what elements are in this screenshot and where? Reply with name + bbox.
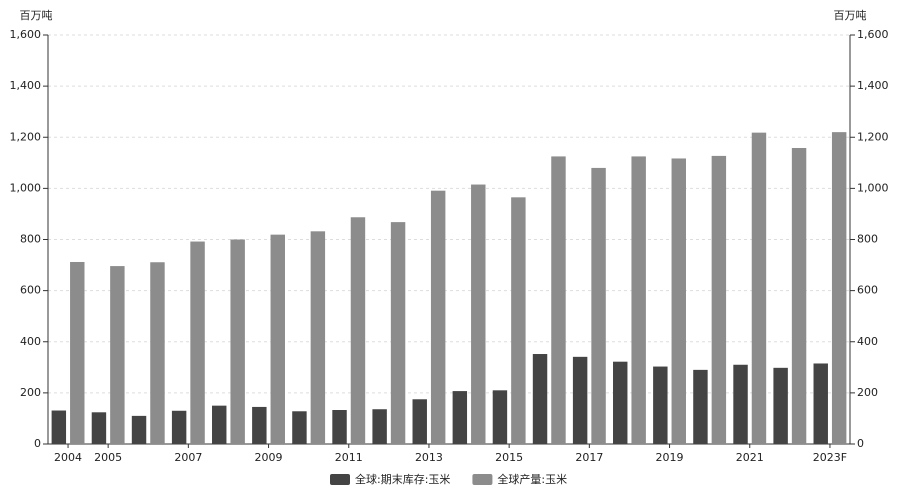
bar	[511, 197, 526, 444]
bar	[171, 410, 187, 444]
bar	[70, 261, 85, 444]
bar	[671, 158, 686, 445]
legend-label: 全球产量:玉米	[497, 472, 567, 486]
y-axis-label: 百万吨	[20, 9, 53, 22]
x-tick-label: 2015	[495, 451, 523, 464]
y-tick-label: 1,200	[10, 130, 42, 143]
bar	[412, 399, 427, 444]
bar	[91, 412, 107, 444]
bar	[813, 363, 828, 444]
bar	[791, 147, 807, 444]
bar	[471, 184, 486, 444]
y-tick-label: 1,600	[10, 28, 42, 41]
x-tick-label: 2021	[736, 451, 764, 464]
legend-swatch	[472, 474, 493, 485]
y2-tick-label: 0	[857, 437, 864, 450]
bar	[310, 231, 326, 444]
y2-tick-label: 200	[857, 386, 878, 399]
bar	[572, 356, 588, 444]
x-tick-label: 2007	[174, 451, 202, 464]
x-tick-label: 2009	[255, 451, 283, 464]
bar	[693, 369, 708, 444]
bar	[613, 361, 628, 444]
y-tick-label: 1,400	[10, 79, 42, 92]
bar	[230, 239, 245, 444]
y-tick-label: 0	[34, 437, 41, 450]
y-tick-label: 200	[20, 386, 41, 399]
bar	[190, 241, 205, 444]
x-tick-label: 2004	[54, 451, 82, 464]
bar	[150, 262, 165, 444]
bar	[110, 266, 125, 444]
bar	[430, 190, 446, 444]
x-tick-label: 2005	[94, 451, 122, 464]
y-tick-label: 800	[20, 233, 41, 246]
y2-tick-label: 1,400	[857, 79, 889, 92]
x-tick-label: 2023F	[813, 451, 847, 464]
bar	[631, 156, 646, 444]
legend-label: 全球:期末库存:玉米	[355, 472, 450, 486]
bar	[270, 234, 285, 444]
bar	[350, 217, 366, 444]
bar	[591, 167, 606, 445]
bar	[51, 410, 67, 444]
bar	[751, 132, 767, 444]
y2-tick-label: 600	[857, 284, 878, 297]
bar	[711, 155, 727, 444]
bar	[332, 410, 347, 444]
legend-swatch	[330, 474, 350, 485]
x-tick-label: 2019	[656, 451, 684, 464]
bar	[131, 415, 147, 444]
bar	[831, 132, 847, 444]
y-tick-label: 1,000	[10, 181, 42, 194]
y2-tick-label: 800	[857, 233, 878, 246]
bar	[372, 409, 387, 444]
bar	[452, 391, 468, 444]
bar	[532, 354, 548, 444]
x-tick-label: 2011	[335, 451, 363, 464]
y2-tick-label: 1,200	[857, 130, 889, 143]
bar	[773, 367, 788, 444]
x-tick-label: 2017	[575, 451, 603, 464]
bar	[390, 222, 406, 444]
y-tick-label: 400	[20, 335, 41, 348]
y2-tick-label: 1,600	[857, 28, 889, 41]
bar	[292, 411, 307, 444]
bar	[492, 390, 508, 444]
y2-axis-label: 百万吨	[834, 9, 867, 22]
bar	[252, 406, 267, 444]
bar	[551, 156, 566, 444]
bar	[653, 366, 668, 444]
y-tick-label: 600	[20, 284, 41, 297]
y2-tick-label: 1,000	[857, 181, 889, 194]
x-tick-label: 2013	[415, 451, 443, 464]
bar	[733, 364, 748, 444]
y2-tick-label: 400	[857, 335, 878, 348]
bar	[212, 405, 227, 444]
